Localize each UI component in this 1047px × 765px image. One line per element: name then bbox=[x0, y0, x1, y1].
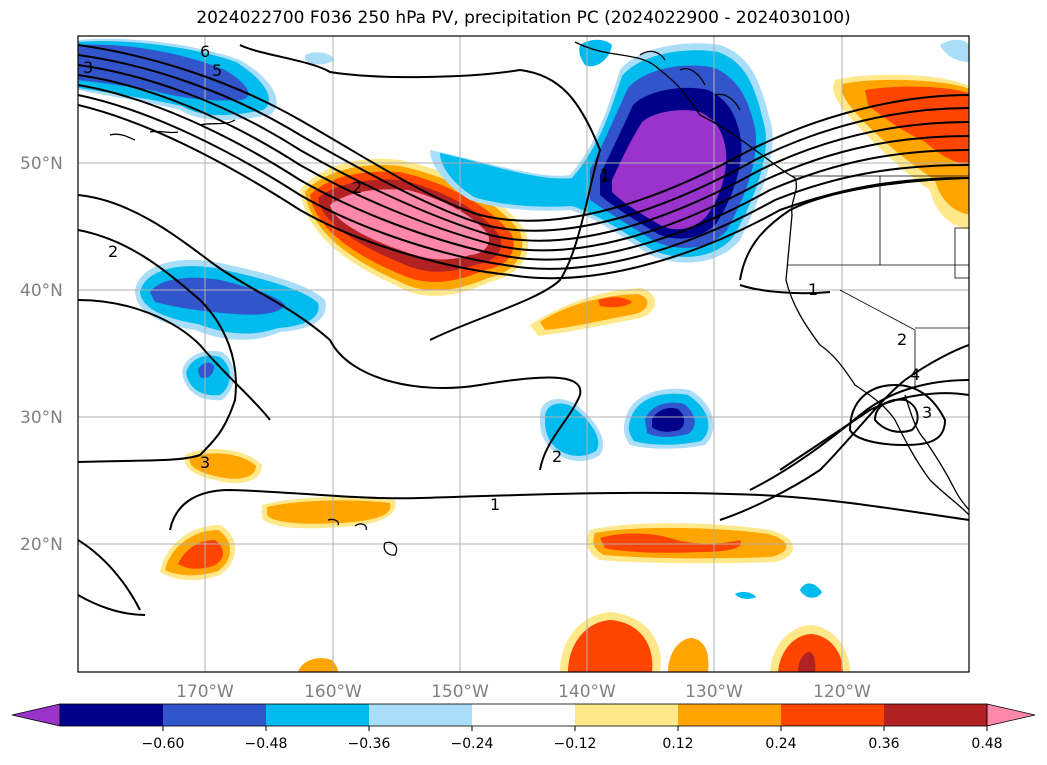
shade-tiny-negative-c bbox=[940, 39, 969, 62]
contour-label: 1 bbox=[490, 495, 500, 514]
contour-label: 6 bbox=[200, 42, 210, 61]
lon-label-120w: 120°W bbox=[813, 682, 871, 702]
contour-label: 3 bbox=[200, 453, 210, 472]
contour-label: 4 bbox=[910, 365, 920, 384]
contour-label: 1 bbox=[600, 165, 610, 184]
lon-label-140w: 140°W bbox=[558, 682, 616, 702]
lat-label-50n: 50°N bbox=[20, 154, 63, 174]
colorbar-tick-label: 0.24 bbox=[765, 736, 796, 752]
contour-labels: 3 6 5 2 2 1 1 2 3 1 2 4 3 1 bbox=[83, 42, 932, 514]
contour-label: 3 bbox=[922, 403, 932, 422]
pv-contours bbox=[78, 44, 969, 616]
shade-southern-cell-a bbox=[568, 620, 653, 672]
colorbar-tick-label: −0.12 bbox=[554, 736, 597, 752]
colorbar-bin bbox=[163, 704, 266, 726]
colorbar-tick-label: −0.24 bbox=[451, 736, 494, 752]
colorbar-bin bbox=[884, 704, 987, 726]
colorbar-tick-label: 0.36 bbox=[868, 736, 899, 752]
coastlines bbox=[109, 41, 969, 556]
shade-subtropical-band bbox=[598, 297, 632, 308]
lon-label-130w: 130°W bbox=[685, 682, 743, 702]
contour-label: 2 bbox=[897, 330, 907, 349]
colorbar-bin bbox=[266, 704, 369, 726]
map-frame bbox=[77, 35, 970, 673]
lat-label-40n: 40°N bbox=[20, 281, 63, 301]
shade-small-negative-cell bbox=[198, 362, 214, 378]
shade-southern-cell-d bbox=[298, 658, 338, 672]
shade-tiny-negative-e bbox=[305, 52, 335, 65]
shade-east-negative-cell bbox=[652, 408, 685, 432]
colorbar-bin bbox=[472, 704, 575, 726]
contour-label: 3 bbox=[83, 58, 93, 77]
lon-label-160w: 160°W bbox=[304, 682, 362, 702]
shade-west-subtropics bbox=[189, 453, 256, 479]
colorbar-bin bbox=[678, 704, 781, 726]
colorbar: −0.60 −0.48 −0.36 −0.24 −0.12 0.12 0.24 0.36 0.4… bbox=[11, 703, 1036, 752]
colorbar-tick-label: −0.36 bbox=[348, 736, 391, 752]
shade-southern-cell-c bbox=[798, 652, 816, 672]
colorbar-tick-label: 0.12 bbox=[662, 736, 693, 752]
state-borders bbox=[788, 175, 969, 390]
colorbar-bin bbox=[575, 704, 678, 726]
shade-northwest-negative bbox=[78, 44, 249, 101]
shade-southwest-cell bbox=[178, 540, 224, 569]
colorbar-extend-low bbox=[11, 703, 61, 727]
shade-southern-cell-b bbox=[668, 638, 709, 672]
figure-title: 2024022700 F036 250 hPa PV, precipitatio… bbox=[196, 8, 851, 28]
colorbar-tick-label: −0.48 bbox=[245, 736, 288, 752]
contour-label: 1 bbox=[600, 167, 610, 186]
lat-label-30n: 30°N bbox=[20, 408, 63, 428]
contour-label: 1 bbox=[808, 280, 818, 299]
shade-hawaii-band bbox=[267, 500, 391, 524]
colorbar-frame bbox=[59, 703, 988, 727]
shade-tiny-negative-b bbox=[735, 591, 756, 599]
lat-label-20n: 20°N bbox=[20, 535, 63, 555]
shade-tiny-negative-a bbox=[800, 583, 822, 598]
colorbar-extend-high bbox=[986, 703, 1036, 727]
colorbar-bin bbox=[369, 704, 472, 726]
colorbar-bin bbox=[60, 704, 163, 726]
lon-label-170w: 170°W bbox=[176, 682, 234, 702]
contour-label: 2 bbox=[552, 447, 562, 466]
contour-label: 2 bbox=[108, 242, 118, 261]
lon-label-150w: 150°W bbox=[431, 682, 489, 702]
shade-east-subtropics-band bbox=[600, 533, 741, 553]
colorbar-bin bbox=[781, 704, 884, 726]
contour-label: 5 bbox=[212, 61, 222, 80]
colorbar-tick-label: 0.48 bbox=[971, 736, 1002, 752]
contour-label: 2 bbox=[352, 178, 362, 197]
precipitation-shading bbox=[78, 38, 969, 672]
colorbar-tick-label: −0.60 bbox=[142, 736, 185, 752]
